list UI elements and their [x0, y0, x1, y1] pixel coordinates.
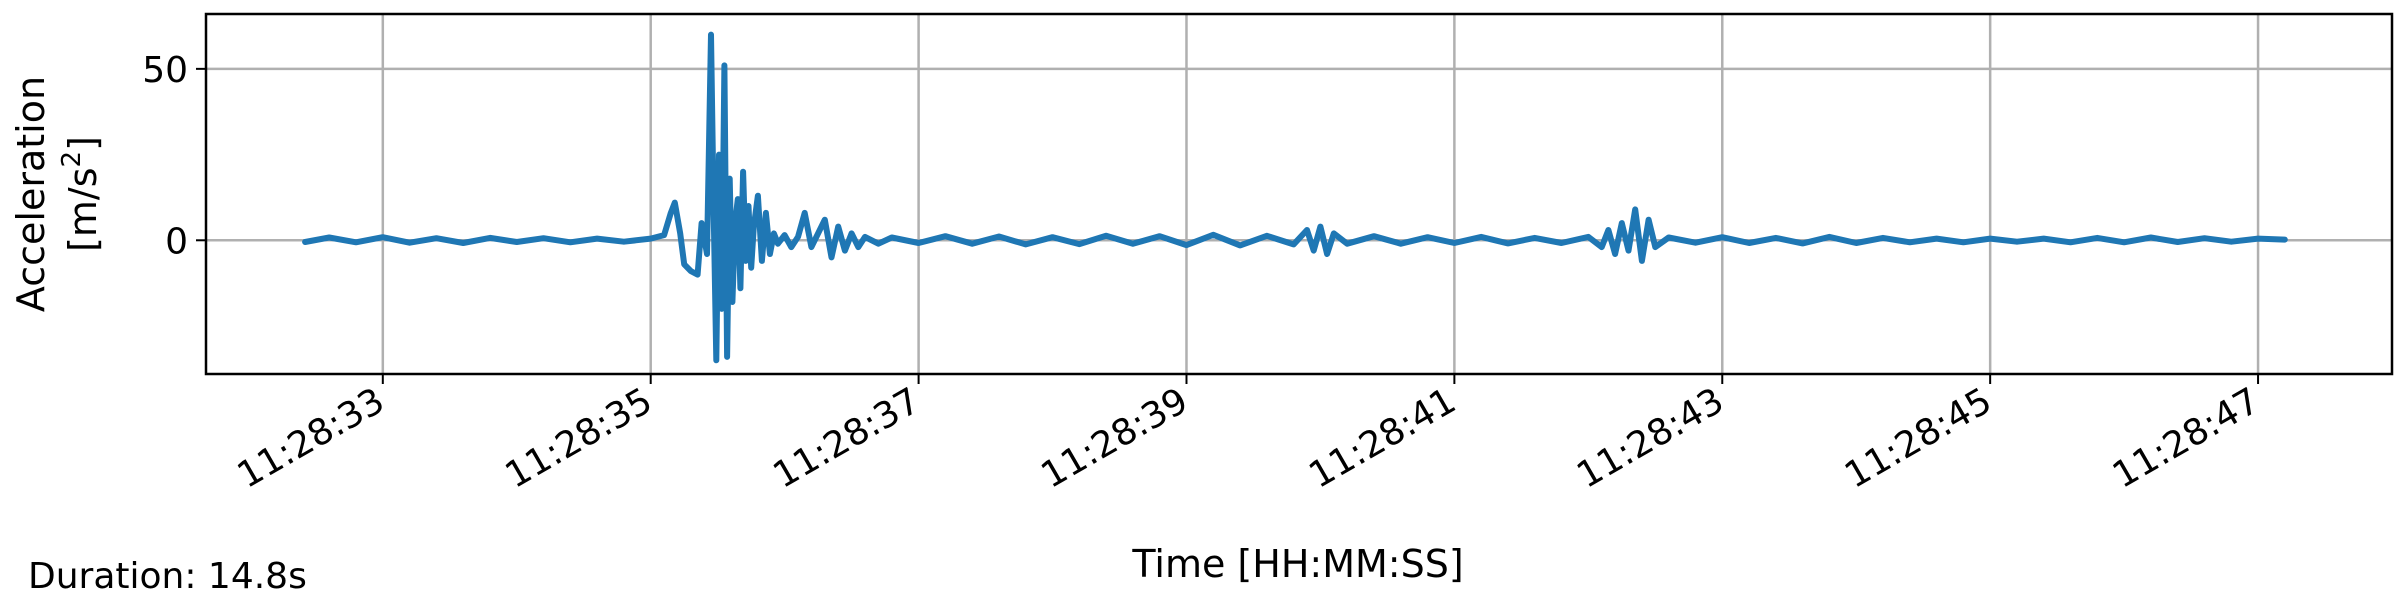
y-axis-unit-exponent: 2 [57, 151, 87, 168]
duration-label: Duration: 14.8s [28, 556, 307, 597]
x-tick-label: 11:28:47 [2106, 380, 2267, 496]
x-tick-label: 11:28:35 [499, 380, 660, 496]
y-axis-label: Acceleration [m/s2] [9, 76, 105, 312]
x-tick-label: 11:28:45 [1838, 380, 1999, 496]
plot-frame [204, 12, 2394, 376]
x-tick-label: 11:28:43 [1570, 380, 1731, 496]
x-tick-label: 11:28:37 [767, 380, 928, 496]
series-layer [302, 31, 2288, 364]
y-tick-label: 0 [165, 221, 188, 262]
y-axis-label-name: Acceleration [9, 76, 53, 312]
acceleration-series-line [302, 31, 2288, 364]
x-axis-label: Time [HH:MM:SS] [1131, 542, 1463, 586]
grid-lines [206, 14, 2392, 374]
y-axis-label-unit: [m/s2] [57, 136, 105, 252]
x-tick-label: 11:28:33 [231, 380, 392, 496]
y-axis-unit-close: ] [61, 136, 105, 151]
x-tick-label: 11:28:39 [1034, 380, 1195, 496]
tick-layer: 11:28:33 11:28:35 11:28:37 11:28:39 11:28:41… [142, 50, 2266, 497]
y-tick-label: 50 [142, 50, 188, 91]
x-tick-label: 11:28:41 [1302, 380, 1463, 496]
y-axis-unit-base: [m/s [61, 167, 105, 251]
